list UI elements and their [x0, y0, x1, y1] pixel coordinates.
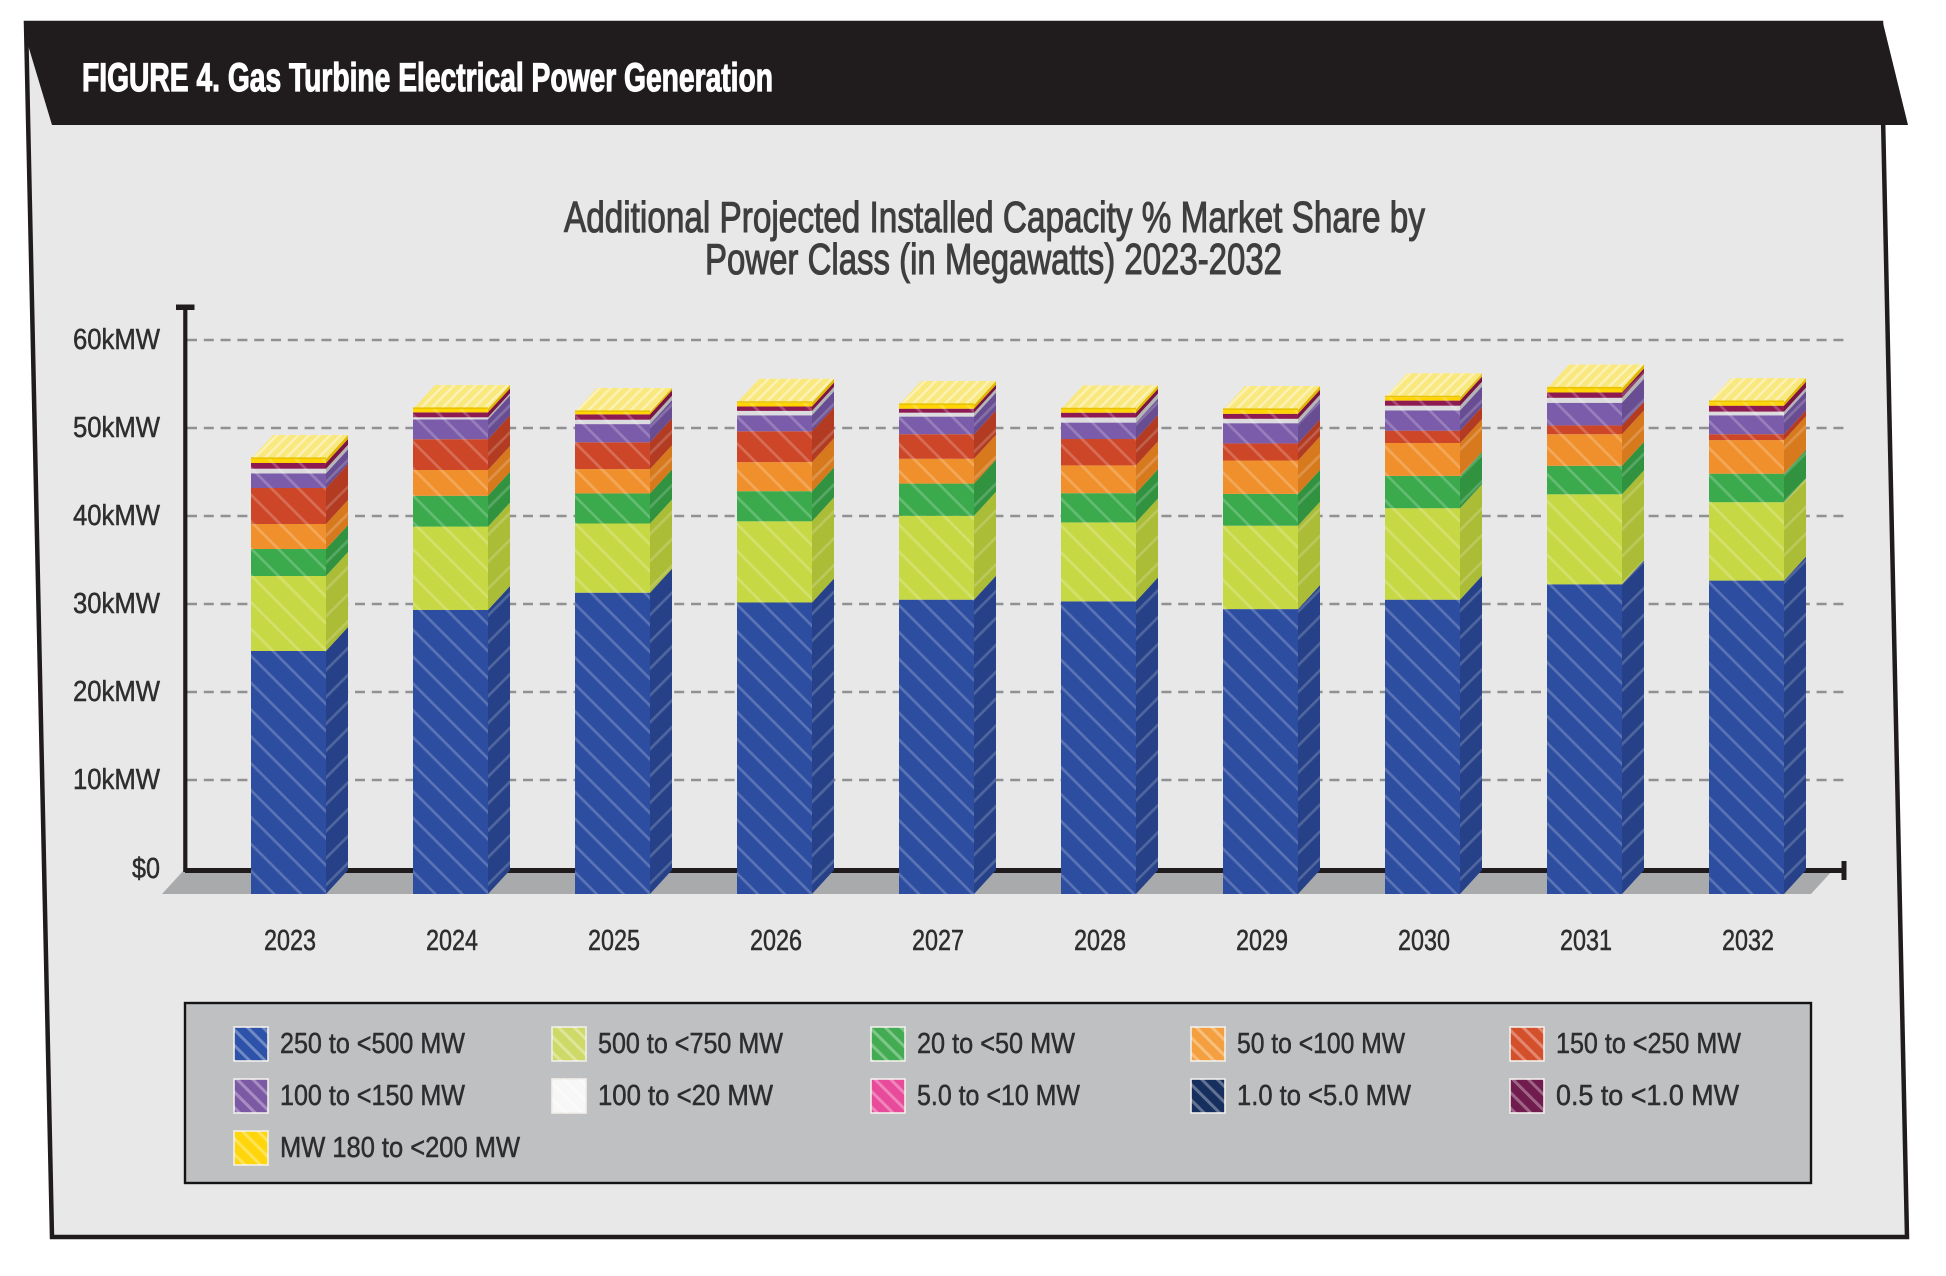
- svg-text:100 to <150 MW: 100 to <150 MW: [280, 1080, 465, 1112]
- svg-text:$0: $0: [132, 853, 160, 885]
- svg-text:40kMW: 40kMW: [73, 500, 161, 532]
- svg-text:2028: 2028: [1074, 925, 1126, 957]
- svg-text:2025: 2025: [588, 925, 640, 957]
- svg-text:10kMW: 10kMW: [73, 764, 161, 796]
- svg-text:Power Class (in Megawatts) 202: Power Class (in Megawatts) 2023-2032: [705, 235, 1282, 284]
- svg-text:0.5 to <1.0 MW: 0.5 to <1.0 MW: [1556, 1080, 1739, 1112]
- svg-text:500 to <750 MW: 500 to <750 MW: [598, 1028, 783, 1060]
- svg-text:2029: 2029: [1236, 925, 1288, 957]
- svg-text:2032: 2032: [1722, 925, 1774, 957]
- svg-text:2023: 2023: [264, 925, 316, 957]
- svg-text:30kMW: 30kMW: [73, 588, 161, 620]
- svg-text:Additional Projected Installed: Additional Projected Installed Capacity …: [564, 193, 1425, 242]
- svg-text:50 to <100 MW: 50 to <100 MW: [1237, 1028, 1405, 1060]
- svg-text:5.0 to <10 MW: 5.0 to <10 MW: [917, 1080, 1080, 1112]
- svg-text:20 to <50 MW: 20 to <50 MW: [917, 1028, 1075, 1060]
- svg-text:60kMW: 60kMW: [73, 324, 161, 356]
- svg-text:MW 180 to <200 MW: MW 180 to <200 MW: [280, 1132, 520, 1164]
- svg-text:2031: 2031: [1560, 925, 1612, 957]
- svg-text:50kMW: 50kMW: [73, 412, 161, 444]
- svg-text:2024: 2024: [426, 925, 478, 957]
- svg-text:FIGURE 4. Gas Turbine Electric: FIGURE 4. Gas Turbine Electrical Power G…: [82, 56, 773, 100]
- svg-text:150 to <250 MW: 150 to <250 MW: [1556, 1028, 1741, 1060]
- svg-text:20kMW: 20kMW: [73, 676, 161, 708]
- svg-text:2030: 2030: [1398, 925, 1450, 957]
- svg-text:1.0 to <5.0 MW: 1.0 to <5.0 MW: [1237, 1080, 1411, 1112]
- svg-text:100 to <20 MW: 100 to <20 MW: [598, 1080, 773, 1112]
- svg-text:250 to <500 MW: 250 to <500 MW: [280, 1028, 465, 1060]
- svg-text:2026: 2026: [750, 925, 802, 957]
- svg-text:2027: 2027: [912, 925, 964, 957]
